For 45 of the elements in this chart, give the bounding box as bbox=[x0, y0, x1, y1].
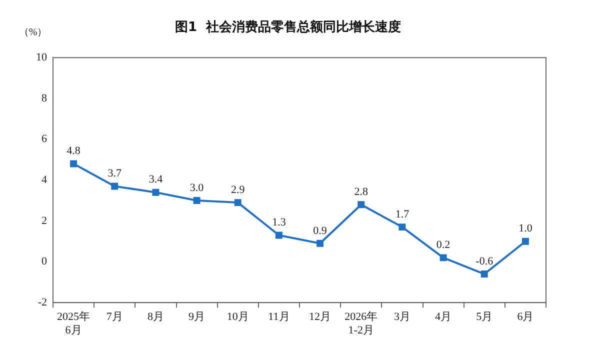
text: 1.3 bbox=[272, 216, 286, 229]
y-tick-label: 10 bbox=[36, 51, 48, 64]
point bbox=[480, 270, 488, 278]
x-tick-label: 2025年 6月 bbox=[57, 311, 90, 336]
x-tick-label: 11月 bbox=[268, 311, 290, 324]
x-tick-label: 12月 bbox=[309, 311, 332, 324]
x-tick-label: 2026年 1-2月 bbox=[344, 311, 378, 336]
text: 1.7 bbox=[395, 208, 410, 220]
x-tick-label: 3月 bbox=[394, 311, 410, 324]
x-tick-label: 4月 bbox=[435, 311, 452, 324]
x-tick-label: 10月 bbox=[226, 311, 249, 324]
x-tick-label: 9月 bbox=[188, 311, 206, 324]
point bbox=[275, 232, 282, 239]
y-tick-label: 4 bbox=[42, 174, 48, 186]
text: 2.8 bbox=[354, 186, 368, 198]
x-tick-label: 5月 bbox=[476, 311, 493, 324]
text: 0.9 bbox=[313, 224, 327, 237]
text: 4.8 bbox=[66, 145, 80, 158]
point bbox=[111, 182, 118, 190]
x-tick-label: 7月 bbox=[106, 311, 123, 324]
y-axis-title: （%） bbox=[18, 27, 48, 38]
point bbox=[440, 254, 447, 262]
point bbox=[193, 197, 200, 204]
text: 0.2 bbox=[436, 239, 450, 252]
chart-title: 图1 社会消费品零售总额同比增长速度 bbox=[174, 19, 402, 36]
point bbox=[316, 240, 324, 247]
point bbox=[152, 188, 160, 196]
point bbox=[234, 199, 242, 206]
text: 1.0 bbox=[518, 222, 532, 235]
point bbox=[522, 238, 529, 245]
y-tick-label: 6 bbox=[42, 133, 48, 146]
text: -0.6 bbox=[476, 255, 494, 268]
point bbox=[398, 224, 406, 231]
text: 3.0 bbox=[190, 182, 204, 194]
point bbox=[70, 160, 78, 168]
text: 3.4 bbox=[148, 174, 163, 186]
point bbox=[358, 201, 365, 208]
y-tick-label: 8 bbox=[42, 92, 48, 104]
y-tick-label: 0 bbox=[42, 256, 48, 268]
y-tick-label: -2 bbox=[38, 296, 47, 308]
y-tick-label: 2 bbox=[42, 214, 47, 227]
x-tick-label: 6月 bbox=[517, 311, 534, 324]
text: 2.9 bbox=[231, 184, 245, 196]
x-tick-label: 8月 bbox=[147, 311, 164, 324]
text: 3.7 bbox=[108, 168, 122, 180]
